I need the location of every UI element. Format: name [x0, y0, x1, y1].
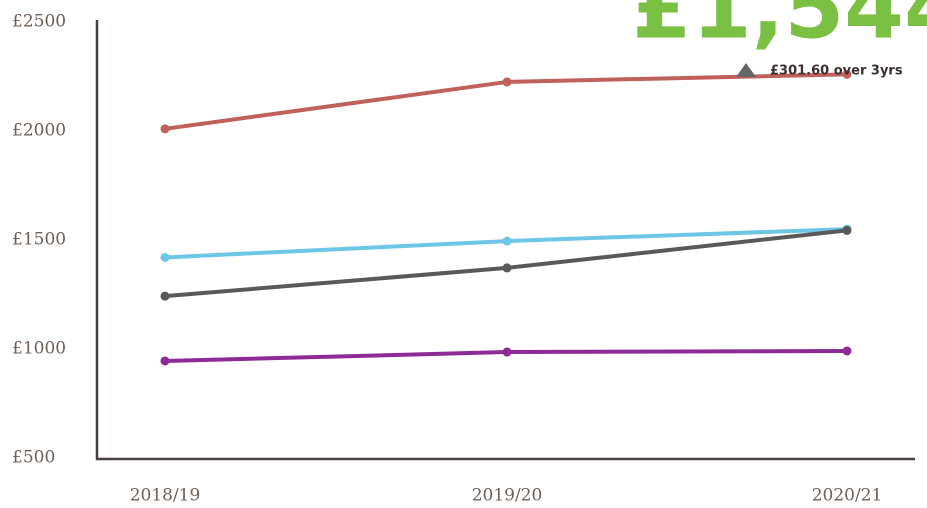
data-point	[160, 252, 170, 262]
x-tick-label: 2018/19	[130, 486, 201, 506]
data-point	[160, 124, 170, 134]
data-point	[842, 69, 852, 79]
y-tick-label: £2500	[12, 12, 66, 32]
x-tick-label: 2020/21	[812, 486, 883, 506]
data-point	[502, 347, 512, 357]
data-point	[160, 291, 170, 301]
headline-value: £1,544.	[632, 0, 927, 58]
x-tick-label: 2019/20	[472, 486, 543, 506]
data-point	[502, 236, 512, 246]
up-triangle-icon	[736, 63, 756, 77]
data-point	[842, 225, 852, 235]
data-point	[842, 346, 852, 356]
y-tick-label: £500	[12, 448, 55, 468]
y-tick-label: £1500	[12, 230, 66, 250]
data-point	[160, 356, 170, 366]
data-point	[502, 263, 512, 273]
change-annotation: £301.60 over 3yrs	[770, 64, 903, 79]
data-point	[502, 77, 512, 87]
y-tick-label: £1000	[12, 339, 66, 359]
y-tick-label: £2000	[12, 121, 66, 141]
